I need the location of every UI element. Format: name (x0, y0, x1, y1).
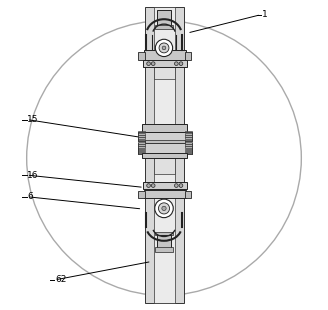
Bar (185, 52, 192, 60)
Circle shape (147, 62, 151, 65)
Bar (138, 137, 145, 139)
Bar (142, 153, 187, 158)
Bar (144, 50, 186, 61)
Bar (185, 131, 192, 132)
Bar (146, 7, 184, 303)
Bar (143, 60, 187, 67)
Bar (143, 182, 187, 189)
Bar (157, 10, 171, 27)
Circle shape (179, 184, 183, 188)
Text: 6: 6 (27, 192, 33, 201)
Bar (138, 135, 145, 137)
Bar (145, 140, 185, 143)
Bar (185, 133, 192, 135)
Bar (155, 232, 173, 235)
Bar (154, 158, 175, 174)
Bar (185, 146, 192, 148)
Text: 1: 1 (262, 10, 268, 19)
Circle shape (179, 62, 183, 65)
Bar (138, 148, 145, 150)
Bar (185, 135, 192, 137)
Bar (138, 191, 145, 197)
Bar (142, 124, 187, 132)
Bar (154, 7, 175, 303)
Bar (138, 144, 145, 146)
Bar (185, 191, 192, 197)
Circle shape (155, 199, 173, 218)
Circle shape (155, 39, 173, 56)
Bar (138, 143, 192, 154)
Text: 16: 16 (27, 170, 39, 179)
Bar (138, 140, 145, 141)
Bar (155, 247, 173, 252)
Circle shape (151, 184, 155, 188)
Text: 62: 62 (55, 276, 67, 285)
Bar (144, 190, 186, 198)
Circle shape (27, 21, 301, 295)
Circle shape (162, 46, 166, 50)
Bar (138, 52, 145, 60)
Bar (138, 146, 145, 148)
Bar (138, 132, 192, 141)
Bar (185, 140, 192, 141)
Text: 15: 15 (27, 115, 39, 124)
Bar (138, 153, 145, 154)
Bar (155, 25, 173, 29)
Bar (138, 142, 145, 144)
Bar (157, 235, 171, 248)
Circle shape (158, 203, 170, 214)
Bar (185, 153, 192, 154)
Circle shape (174, 62, 178, 65)
Bar (185, 151, 192, 152)
Bar (185, 142, 192, 144)
Circle shape (159, 43, 169, 53)
Bar (185, 137, 192, 139)
Bar (185, 144, 192, 146)
Circle shape (151, 62, 155, 65)
Circle shape (162, 206, 166, 210)
Bar (185, 148, 192, 150)
Circle shape (174, 184, 178, 188)
Bar (138, 131, 145, 132)
Bar (154, 67, 175, 79)
Bar (138, 133, 145, 135)
Circle shape (147, 184, 151, 188)
Bar (138, 151, 145, 152)
